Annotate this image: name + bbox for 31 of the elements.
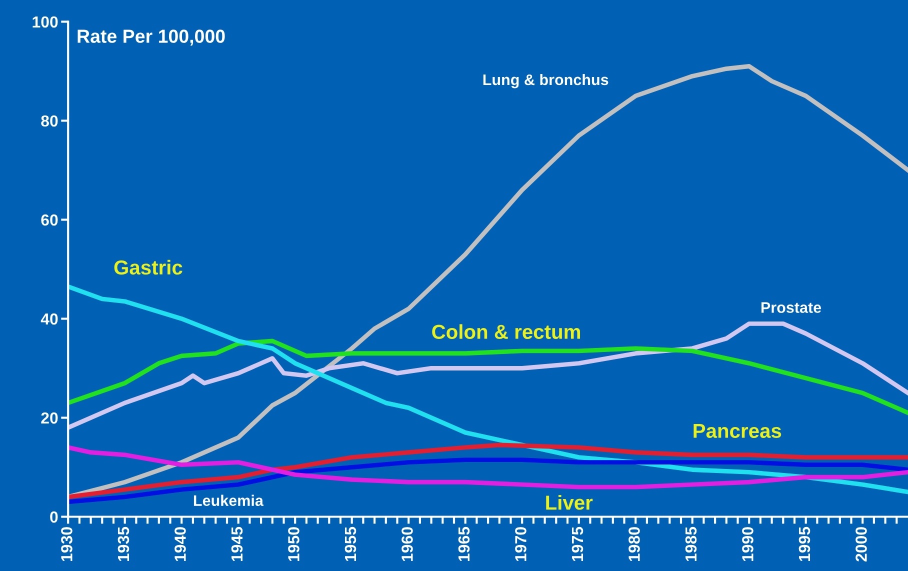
line-series	[68, 338, 908, 416]
series-label: Prostate	[761, 302, 822, 313]
y-tick-label: 80	[41, 115, 58, 127]
x-tick-label: 1960	[402, 527, 413, 561]
x-tick-label: 1930	[61, 527, 72, 561]
x-tick-label: 1970	[515, 527, 526, 561]
series-label: Lung & bronchus	[483, 74, 608, 88]
x-tick-label: 1950	[288, 527, 300, 561]
series-label: Liver	[546, 494, 593, 510]
x-tick-label: 2000	[856, 527, 867, 562]
x-tick-label: 1995	[798, 526, 810, 561]
y-tick-label: 40	[40, 313, 58, 325]
y-tick-label: 100	[32, 16, 58, 28]
x-tick-label: 1990	[742, 527, 754, 561]
x-tick-label: 1985	[685, 526, 697, 561]
x-tick-label: 1935	[118, 526, 130, 561]
x-tick-label: 1980	[628, 527, 640, 561]
x-tick-label: 1940	[174, 527, 186, 561]
y-tick-label: 0	[50, 511, 58, 523]
y-axis-title: Rate Per 100,000	[78, 30, 225, 46]
series-label: Gastric	[114, 260, 182, 275]
x-tick-label: 1945	[231, 526, 243, 561]
y-tick-label: 20	[41, 412, 58, 424]
series-label: Leukemia	[194, 494, 264, 506]
series-label: Pancreas	[694, 424, 782, 438]
x-tick-label: 1955	[344, 526, 356, 561]
x-tick-label: 1965	[458, 526, 470, 561]
y-tick-label: 60	[41, 214, 58, 226]
x-tick-label: 1975	[572, 526, 584, 561]
series-label: Colon & rectum	[432, 324, 580, 339]
line-series	[68, 445, 908, 490]
